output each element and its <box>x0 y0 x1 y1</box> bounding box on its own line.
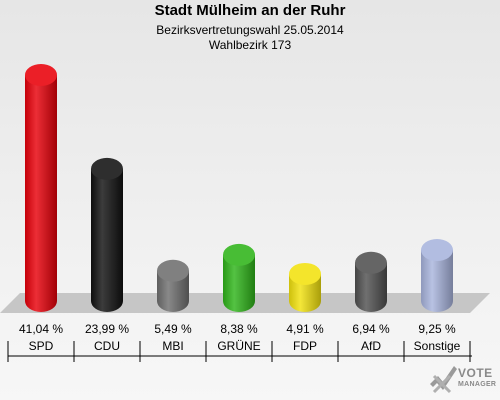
chart-subtitle-district: Wahlbezirk 173 <box>208 38 292 52</box>
category-label: GRÜNE <box>217 339 260 353</box>
bar-body <box>223 254 255 312</box>
category-label: CDU <box>94 339 120 353</box>
bar-top <box>289 262 321 285</box>
bar-body <box>25 75 57 312</box>
value-label: 4,91 % <box>286 322 324 336</box>
category-label: SPD <box>29 339 54 353</box>
value-label: 6,94 % <box>352 322 390 336</box>
bar-body <box>421 250 453 312</box>
bar-cdu <box>91 157 123 312</box>
logo-word-vote: VOTE <box>458 366 493 380</box>
bar-afd <box>355 251 387 312</box>
bar-top <box>355 251 387 274</box>
bar-top <box>223 243 255 266</box>
category-label: AfD <box>361 339 381 353</box>
value-label: 8,38 % <box>220 322 258 336</box>
bar-top <box>25 64 57 86</box>
bar-top <box>91 157 123 180</box>
category-label: Sonstige <box>414 339 461 353</box>
value-label: 5,49 % <box>154 322 192 336</box>
bar-fdp <box>289 262 321 312</box>
bar-sonstige <box>421 239 453 312</box>
bar-body <box>157 270 189 312</box>
value-label: 23,99 % <box>85 322 129 336</box>
bar-top <box>157 259 189 282</box>
chart-title: Stadt Mülheim an der Ruhr <box>154 2 346 19</box>
category-label: MBI <box>162 339 183 353</box>
category-label: FDP <box>293 339 317 353</box>
value-label: 9,25 % <box>418 322 456 336</box>
chart-subtitle: Bezirksvertretungswahl 25.05.2014 <box>156 23 344 37</box>
logo-word-manager: MANAGER <box>458 381 497 388</box>
bar-top <box>421 239 453 262</box>
vote-manager-logo: VOTE MANAGER <box>428 362 498 396</box>
bar-body <box>91 168 123 312</box>
checkmark-x-icon <box>430 366 457 394</box>
bar-mbi <box>157 259 189 312</box>
bar-grüne <box>223 243 255 312</box>
bar-spd <box>25 64 57 312</box>
value-label: 41,04 % <box>19 322 63 336</box>
bar-body <box>355 262 387 312</box>
